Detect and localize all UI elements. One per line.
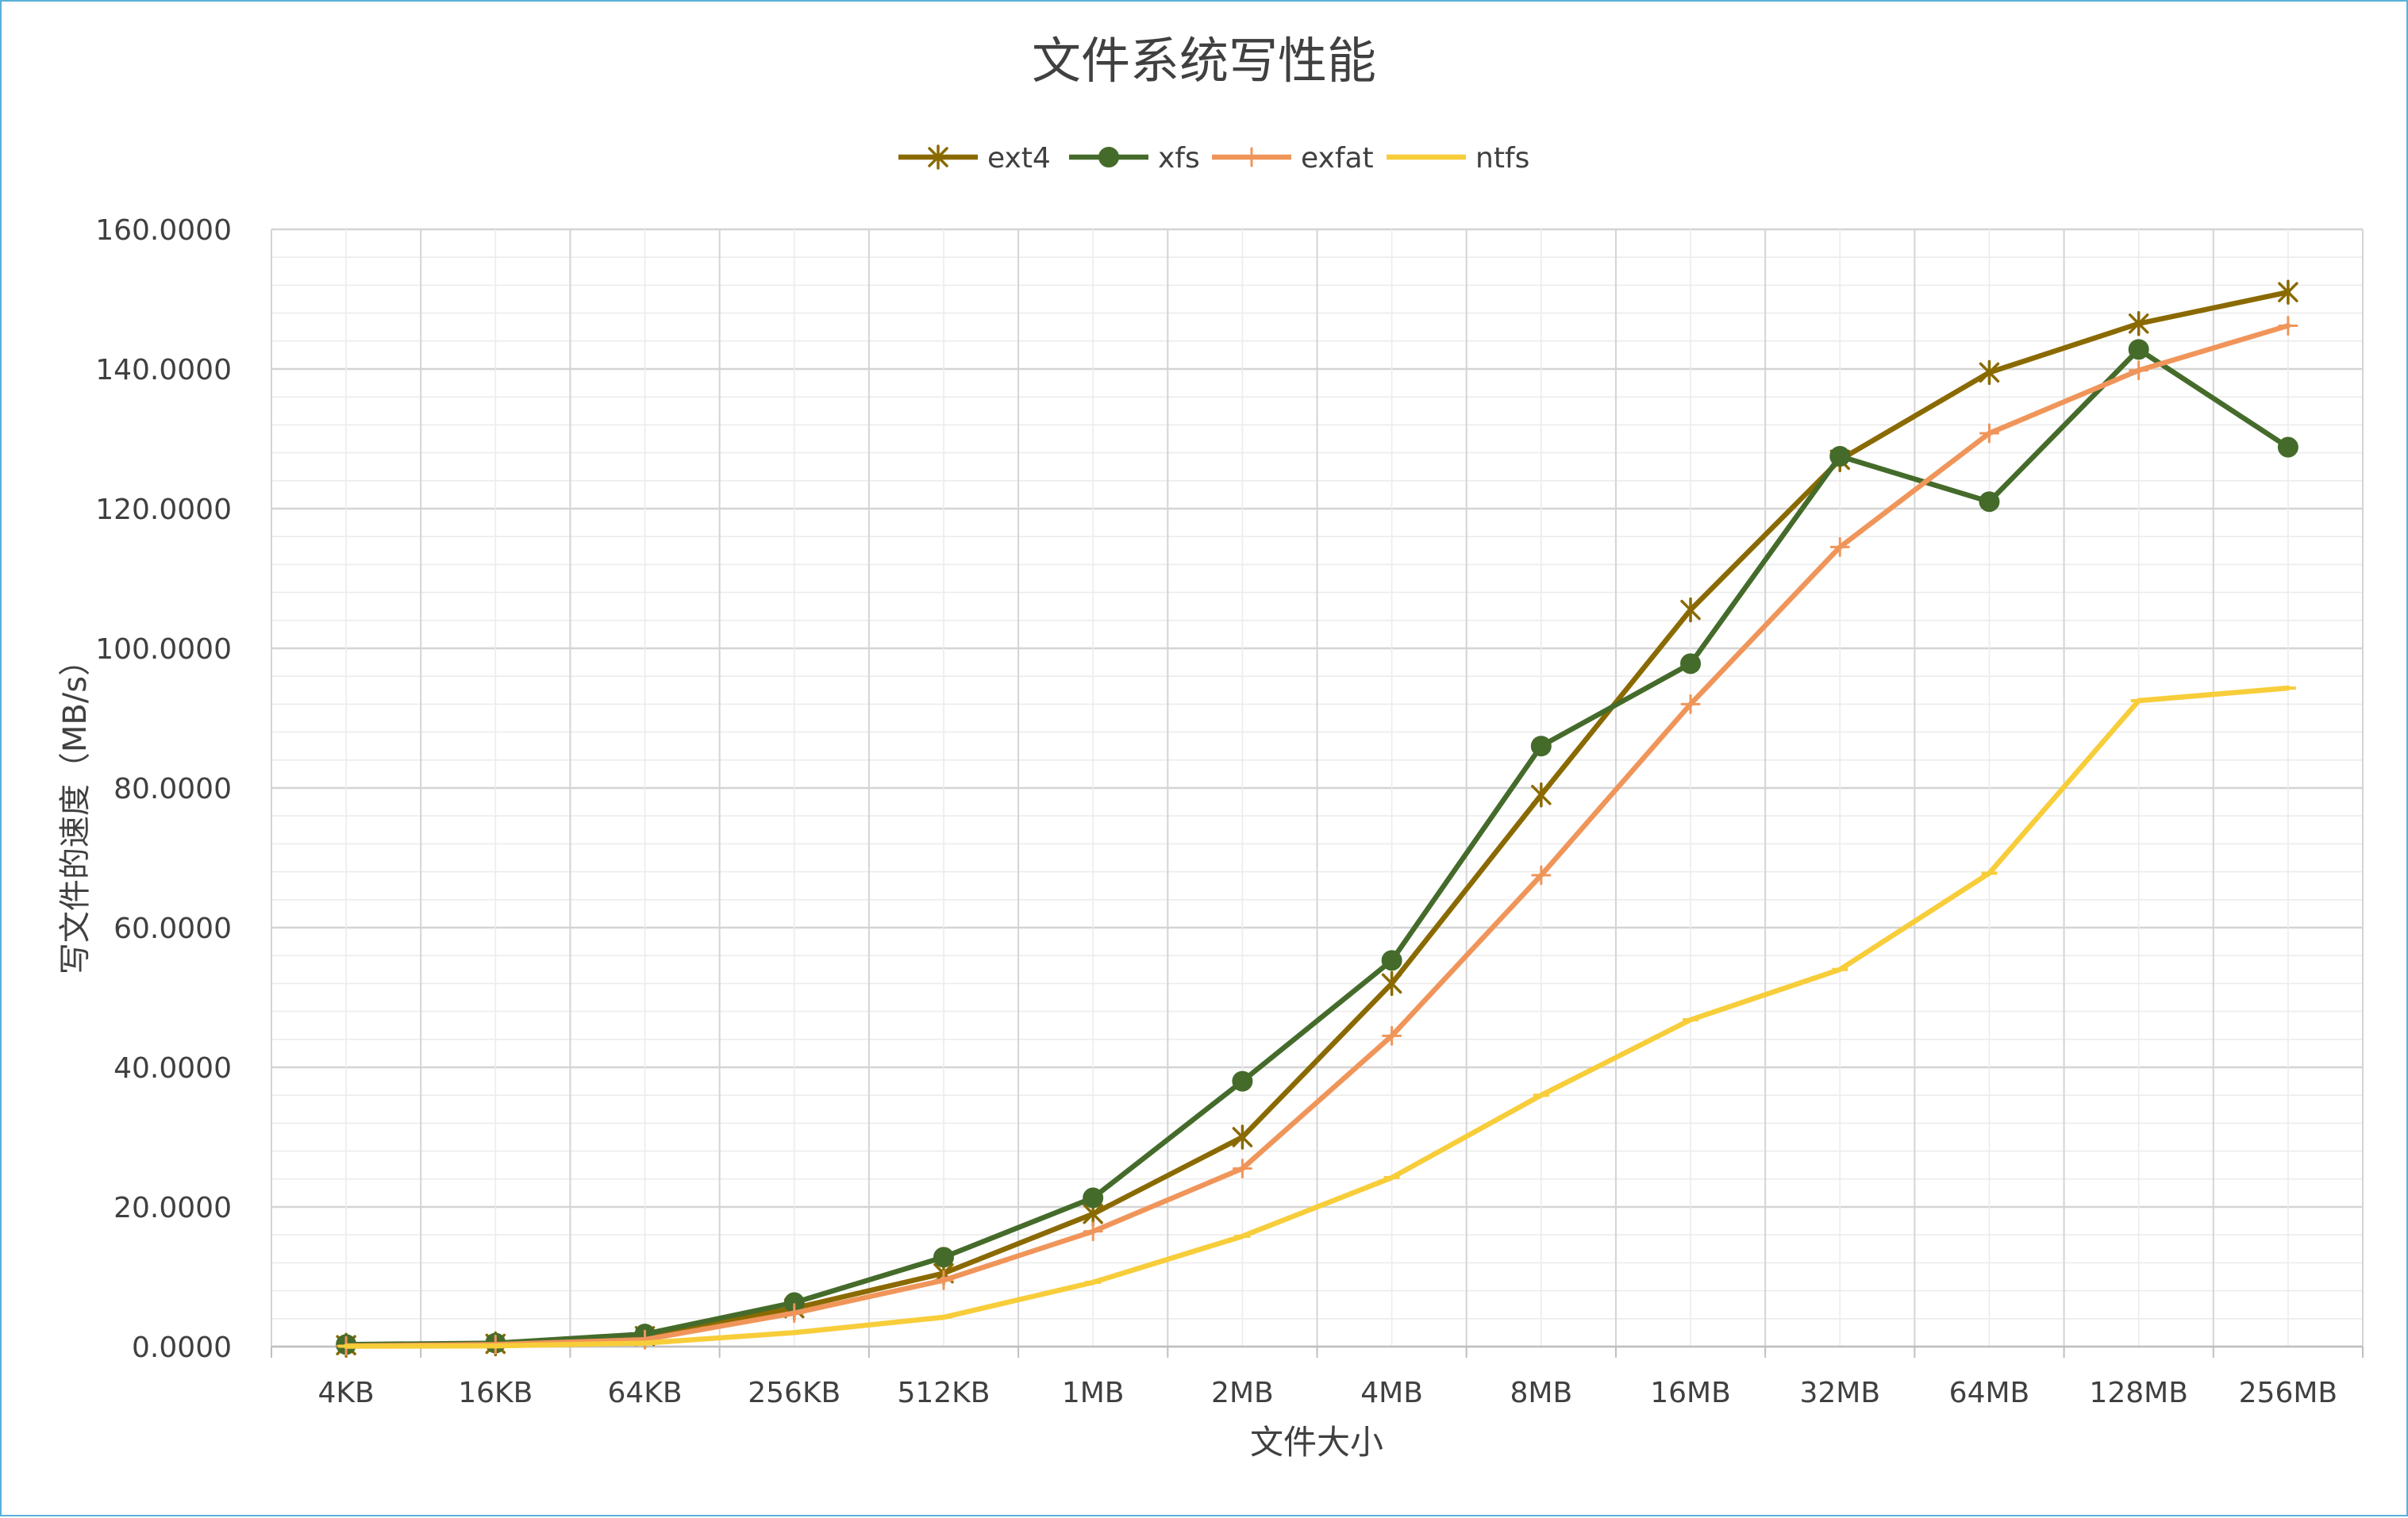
data-point-xfs: [1829, 446, 1851, 467]
x-tick-label: 512KB: [897, 1377, 990, 1409]
x-tick-label: 256KB: [748, 1377, 840, 1409]
data-point-exfat: [2129, 360, 2149, 381]
data-point-xfs: [1381, 950, 1402, 971]
data-point-exfat: [1232, 1159, 1252, 1179]
x-tick-label: 16KB: [458, 1377, 533, 1409]
data-point-ext4: [1531, 782, 1552, 808]
x-tick-label: 16MB: [1650, 1377, 1731, 1409]
data-point-exfat: [1680, 694, 1701, 714]
y-axis-label: 写文件的速度（MB/s）: [57, 644, 94, 974]
legend-item-ntfs: ntfs: [1387, 142, 1529, 175]
x-tick-label: 4KB: [317, 1377, 374, 1409]
data-point-exfat: [2278, 315, 2298, 336]
data-point-ext4: [1232, 1124, 1253, 1150]
legend-label-exfat: exfat: [1301, 142, 1374, 175]
data-point-exfat: [1979, 423, 1999, 444]
series-line-ext4: [343, 289, 2291, 1348]
chart-title: 文件系统写性能: [1032, 32, 1376, 90]
x-tick-label: 64MB: [1949, 1377, 2030, 1409]
legend-label-ntfs: ntfs: [1475, 142, 1529, 175]
data-point-exfat: [1531, 865, 1552, 886]
data-point-exfat: [933, 1270, 954, 1290]
x-tick-label: 8MB: [1510, 1377, 1572, 1409]
data-point-ext4: [2278, 279, 2298, 305]
data-point-xfs: [2277, 436, 2298, 458]
data-point-xfs: [1979, 491, 2000, 513]
data-point-exfat: [1829, 536, 1850, 557]
legend-item-ext4: ext4: [898, 142, 1051, 175]
data-point-exfat: [1382, 1025, 1402, 1046]
chart-grid: [271, 228, 2364, 1358]
data-point-xfs: [1083, 1187, 1104, 1209]
y-tick-label: 40.0000: [113, 1052, 232, 1085]
series-layer: [336, 279, 2298, 1358]
series-ntfs: [338, 685, 2296, 1349]
y-tick-label: 60.0000: [113, 913, 232, 945]
legend-label-xfs: xfs: [1158, 142, 1200, 175]
x-tick-label: 2MB: [1211, 1377, 1274, 1409]
legend-marker-exfat: [1241, 147, 1262, 167]
series-line-exfat: [343, 323, 2291, 1349]
legend-label-ext4: ext4: [987, 142, 1051, 175]
series-line-ntfs: [343, 685, 2291, 1349]
y-tick-label: 120.0000: [95, 494, 232, 526]
y-tick-label: 160.0000: [95, 214, 232, 247]
data-point-xfs: [2128, 339, 2149, 360]
data-point-ext4: [1979, 359, 2000, 386]
legend: ext4 xfs exfat ntfs: [898, 142, 1529, 175]
y-tick-label: 80.0000: [113, 773, 232, 805]
y-axis: 0.0000 20.0000 40.0000 60.0000 80.0000 100.00…: [95, 214, 232, 1364]
x-tick-label: 4MB: [1360, 1377, 1423, 1409]
data-point-xfs: [1530, 736, 1552, 757]
data-point-xfs: [1680, 653, 1702, 674]
y-tick-label: 140.0000: [95, 354, 232, 386]
x-tick-label: 128MB: [2089, 1377, 2187, 1409]
data-point-ext4: [1680, 597, 1701, 623]
x-tick-label: 32MB: [1799, 1377, 1880, 1409]
legend-item-xfs: xfs: [1069, 142, 1200, 175]
data-point-exfat: [1083, 1221, 1103, 1242]
y-tick-label: 100.0000: [95, 633, 232, 666]
y-tick-label: 0.0000: [132, 1332, 232, 1364]
legend-item-exfat: exfat: [1212, 142, 1374, 175]
x-axis-label: 文件大小: [1250, 1423, 1383, 1462]
data-point-exfat: [784, 1303, 805, 1324]
x-tick-label: 1MB: [1062, 1377, 1125, 1409]
x-axis: 4KB 16KB 64KB 256KB 512KB 1MB 2MB 4MB 8MB 16MB 32M…: [317, 1377, 2337, 1409]
x-tick-label: 64KB: [607, 1377, 682, 1409]
x-tick-label: 256MB: [2239, 1377, 2337, 1409]
legend-marker-xfs: [1098, 147, 1119, 167]
data-point-ext4: [1381, 970, 1402, 997]
data-point-xfs: [1232, 1070, 1253, 1092]
series-xfs: [336, 339, 2298, 1355]
y-tick-label: 20.0000: [113, 1192, 232, 1224]
legend-marker-ext4: [928, 144, 948, 170]
data-point-xfs: [933, 1247, 954, 1268]
series-line-xfs: [343, 347, 2291, 1347]
data-point-ext4: [2128, 311, 2149, 336]
